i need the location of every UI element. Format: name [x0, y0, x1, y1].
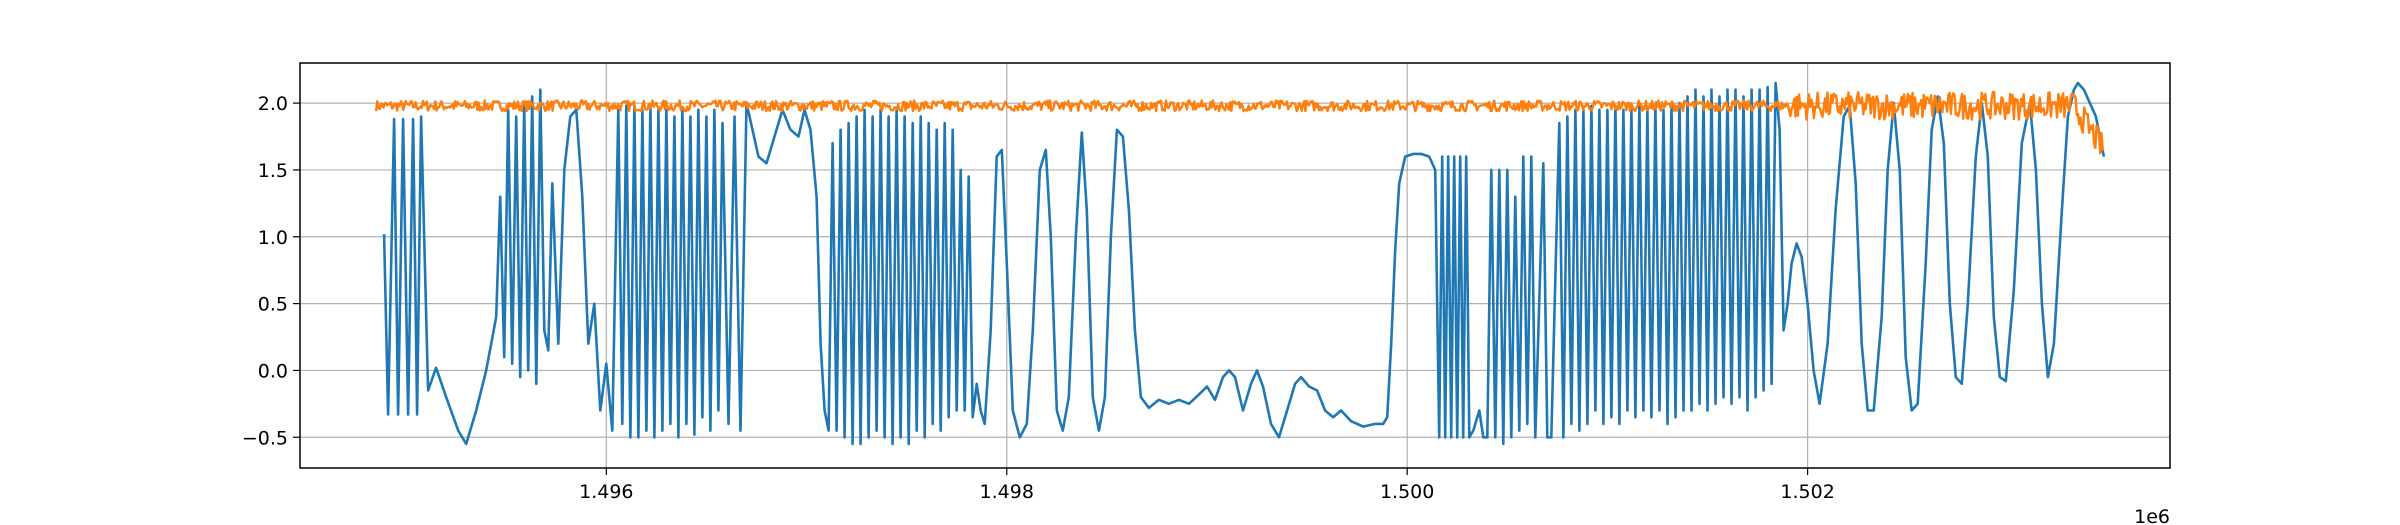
x-tick-label: 1.498	[980, 481, 1034, 503]
x-tick-label: 1.502	[1780, 481, 1834, 503]
y-tick-label: 1.5	[258, 160, 288, 182]
y-tick-label: 1.0	[258, 227, 288, 249]
x-tick-label: 1.500	[1380, 481, 1434, 503]
series-2-line	[374, 90, 2105, 155]
series-layer	[374, 81, 2106, 446]
y-tick-label: 2.0	[258, 93, 288, 115]
x-tick-label: 1.496	[579, 481, 633, 503]
grid	[300, 63, 2170, 468]
y-tick-label: 0.5	[258, 294, 288, 316]
ticks: 1.496 1.498 1.500 1.502 −0.5 0.0 0.5 1.0 1.5 2.0	[242, 93, 1835, 503]
x-axis-offset-label: 1e6	[2134, 506, 2170, 525]
y-tick-label: 0.0	[258, 360, 288, 382]
axes	[299, 62, 2171, 469]
series-1-line	[382, 81, 2106, 446]
axes-frame	[299, 62, 2171, 469]
y-tick-label: −0.5	[242, 427, 288, 449]
